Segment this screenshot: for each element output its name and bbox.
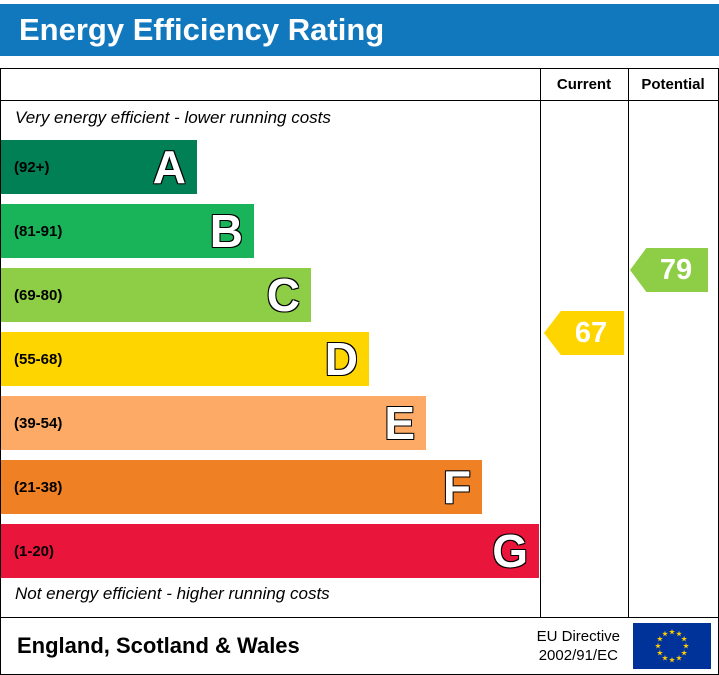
top-note: Very energy efficient - lower running co… bbox=[15, 108, 331, 127]
band-e: (39-54) E bbox=[1, 396, 426, 450]
potential-column-divider bbox=[628, 69, 629, 617]
band-g: (1-20) G bbox=[1, 524, 539, 578]
rating-bands: (92+) A (81-91) B (69-80) C (55-68) D (3… bbox=[1, 140, 539, 588]
potential-rating-value: 79 bbox=[659, 253, 693, 286]
band-f: (21-38) F bbox=[1, 460, 482, 514]
band-c-letter: C bbox=[266, 269, 300, 321]
title-bar: Energy Efficiency Rating bbox=[0, 4, 719, 56]
band-c: (69-80) C bbox=[1, 268, 311, 322]
band-a-range: (92+) bbox=[14, 158, 50, 176]
eu-directive-label: EU Directive 2002/91/EC bbox=[537, 627, 620, 666]
region-label: England, Scotland & Wales bbox=[17, 633, 300, 658]
header-divider-line bbox=[1, 100, 718, 101]
band-b-range: (81-91) bbox=[14, 222, 63, 240]
eu-directive-line1: EU Directive bbox=[536, 627, 620, 645]
current-rating-value: 67 bbox=[574, 316, 608, 349]
potential-column-header: Potential bbox=[641, 76, 705, 93]
band-a-letter: A bbox=[152, 141, 186, 193]
eu-flag-icon bbox=[633, 623, 711, 669]
band-b: (81-91) B bbox=[1, 204, 254, 258]
band-d-range: (55-68) bbox=[14, 350, 63, 368]
current-rating-pointer: 67 bbox=[544, 311, 624, 355]
band-e-letter: E bbox=[384, 397, 415, 449]
current-column-header: Current bbox=[556, 76, 612, 93]
bottom-note: Not energy efficient - higher running co… bbox=[15, 584, 330, 603]
band-e-range: (39-54) bbox=[14, 414, 63, 432]
footer: England, Scotland & Wales EU Directive 2… bbox=[0, 617, 719, 675]
band-c-range: (69-80) bbox=[14, 286, 63, 304]
band-f-range: (21-38) bbox=[14, 478, 63, 496]
page-title: Energy Efficiency Rating bbox=[19, 12, 385, 47]
current-column-divider bbox=[540, 69, 541, 617]
energy-rating-chart: Current Potential Very energy efficient … bbox=[0, 68, 719, 618]
potential-rating-pointer: 79 bbox=[630, 248, 708, 292]
band-b-letter: B bbox=[209, 205, 243, 257]
eu-directive-line2: 2002/91/EC bbox=[538, 647, 618, 664]
band-g-range: (1-20) bbox=[14, 542, 55, 560]
band-d-letter: D bbox=[324, 333, 358, 385]
band-f-letter: F bbox=[442, 461, 471, 513]
band-g-letter: G bbox=[492, 525, 528, 577]
band-a: (92+) A bbox=[1, 140, 197, 194]
band-d: (55-68) D bbox=[1, 332, 369, 386]
